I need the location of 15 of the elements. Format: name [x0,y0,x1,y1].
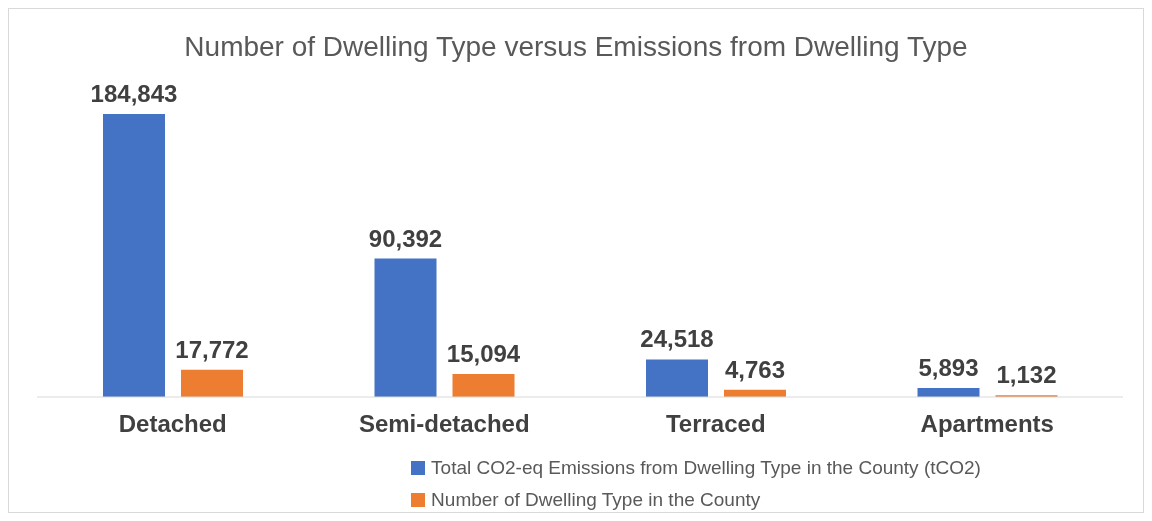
x-tick-label: Detached [118,410,227,438]
data-label: 184,843 [90,80,178,107]
data-label: 15,094 [446,339,521,367]
data-label: 17,772 [175,335,249,363]
data-label: 4,763 [724,355,786,383]
x-tick-label: Apartments [920,410,1054,438]
legend-label: Number of Dwelling Type in the County [431,489,761,511]
data-label: 90,392 [368,224,443,252]
x-tick-label: Terraced [665,410,766,438]
chart-title: Number of Dwelling Type versus Emissions from Dwelling Type [183,30,969,64]
x-tick-label: Semi-detached [358,410,530,438]
data-label: 1,132 [996,361,1057,389]
data-label: 5,893 [918,353,979,381]
data-label: 24,518 [640,325,714,353]
legend-label: Total CO2-eq Emissions from Dwelling Type in the County (tCO2) [431,457,981,479]
